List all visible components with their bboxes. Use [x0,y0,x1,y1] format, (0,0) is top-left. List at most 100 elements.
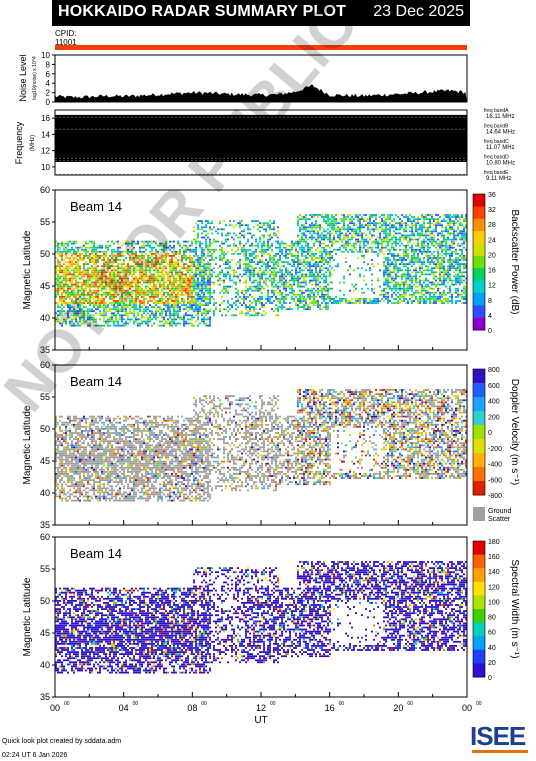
cpid-block: CPID: 11001 [55,29,77,47]
colorbar-tick-label: 20 [488,252,496,259]
colorbar-tick-label: 4 [488,313,492,320]
noise-ytick-label: 6 [46,70,51,79]
colorbar-tick-label: 24 [488,237,496,244]
colorbar-tick-label: 32 [488,207,496,214]
colorbar-segment [473,411,485,426]
colorbar-segment [473,425,485,440]
colorbar-segment [473,554,485,569]
colorbar-segment [473,243,485,257]
colorbar-tick-label: -600 [488,477,502,484]
frequency-ytick-label: 16 [41,114,50,123]
radar-scatter-cells [55,561,467,674]
radar-ytick-label: 55 [40,564,50,574]
colorbar-segment [473,317,485,331]
colorbar-tick-label: 400 [488,399,500,406]
colorbar-segment [473,292,485,306]
isee-logo-underline [472,750,528,753]
colorbar-label: Doppler Velocity (m s⁻¹) [509,379,520,485]
colorbar-tick-label: 100 [488,599,500,606]
radar-ytick-label: 35 [40,520,50,530]
frequency-band-fill [55,114,467,162]
radar-ytick-label: 35 [40,345,50,355]
colorbar-segment [473,280,485,294]
colorbar-segment [473,397,485,412]
colorbar [472,368,486,496]
colorbar-segment [473,194,485,207]
colorbar-tick-label: 80 [488,615,496,622]
colorbar-segment [473,541,485,556]
radar-ytick-label: 35 [40,692,50,702]
page-title: HOKKAIDO RADAR SUMMARY PLOT [58,3,347,20]
colorbar-tick-label: 0 [488,430,492,437]
colorbar-segment [473,595,485,610]
x-tick-label: 00 [50,703,60,713]
colorbar-tick-label: 180 [488,539,500,546]
noise-ytick-label: 4 [46,79,51,88]
colorbar-tick-label: 40 [488,645,496,652]
x-tick-label: 04 [119,703,129,713]
colorbar-segment [473,268,485,282]
colorbar-segment [473,622,485,637]
noise-ylabel: Noise Level [18,54,28,101]
colorbar-tick-label: 12 [488,283,496,290]
x-axis-label: UT [254,715,267,726]
frequency-ytick-label: 14 [41,130,50,139]
x-tick-minutes: 00 [339,701,345,707]
colorbar-tick-label: 120 [488,584,500,591]
radar-scatter-cells [55,389,467,502]
frequency-ytick-label: 10 [41,163,50,172]
ground-scatter-swatch [473,507,485,521]
colorbar-segment [473,568,485,583]
frequency-ytick-label: 12 [41,147,50,156]
colorbar-tick-label: -800 [488,493,502,500]
cpid-timeline-bar [55,45,467,50]
colorbar-tick-label: -400 [488,462,502,469]
radar-ylabel: Magnetic Latitude [22,577,33,656]
colorbar-frame [472,193,486,331]
x-tick-label: 20 [393,703,403,713]
frequency-band-value: 9.11 MHz [486,176,511,182]
radar-ytick-label: 45 [40,456,50,466]
footer-timestamp: 02:24 UT 6 Jan 2026 [2,752,68,759]
radar-ytick-label: 50 [40,424,50,434]
colorbar-segment [473,636,485,651]
x-tick-minutes: 00 [407,701,413,707]
colorbar-tick-label: 60 [488,630,496,637]
colorbar-frame [472,540,486,678]
colorbar-label: Spectral Width (m s⁻¹) [509,559,520,658]
colorbar-tick-label: 160 [488,554,500,561]
colorbar-tick-label: 140 [488,569,500,576]
plot-date: 23 Dec 2025 [373,3,464,20]
x-tick-label: 00 [462,703,472,713]
colorbar-segment [473,649,485,664]
radar-ylabel: Magnetic Latitude [22,405,33,484]
radar-ylabel: Magnetic Latitude [22,230,33,309]
colorbar-tick-label: 800 [488,367,500,374]
x-tick-minutes: 00 [270,701,276,707]
x-tick-minutes: 00 [64,701,70,707]
noise-ytick-label: 10 [41,51,50,60]
colorbar-frame [472,368,486,496]
noise-level-area [55,84,467,102]
radar-ytick-label: 60 [40,532,50,542]
radar-ytick-label: 60 [40,360,50,370]
ground-scatter-label: Ground [488,508,511,515]
frequency-band-value: 16.11 MHz [486,114,515,120]
frequency-band-value: 10.80 MHz [486,161,515,167]
frequency-band-name: freq bandB [484,124,509,130]
colorbar-tick-label: 36 [488,192,496,199]
colorbar-tick-label: -200 [488,446,502,453]
ground-scatter-label: Scatter [488,516,511,523]
isee-logo: ISEE [470,721,530,753]
radar-panel-2 [54,364,486,526]
x-tick-minutes: 00 [201,701,207,707]
radar-ytick-label: 55 [40,217,50,227]
colorbar-segment [473,467,485,482]
radar-ytick-label: 50 [40,596,50,606]
footer-credit: Quick look plot created by sddata.adm [2,738,122,745]
noise-ytick-label: 2 [46,89,51,98]
colorbar-segment [473,383,485,398]
colorbar-segment [473,581,485,596]
colorbar [472,540,486,678]
